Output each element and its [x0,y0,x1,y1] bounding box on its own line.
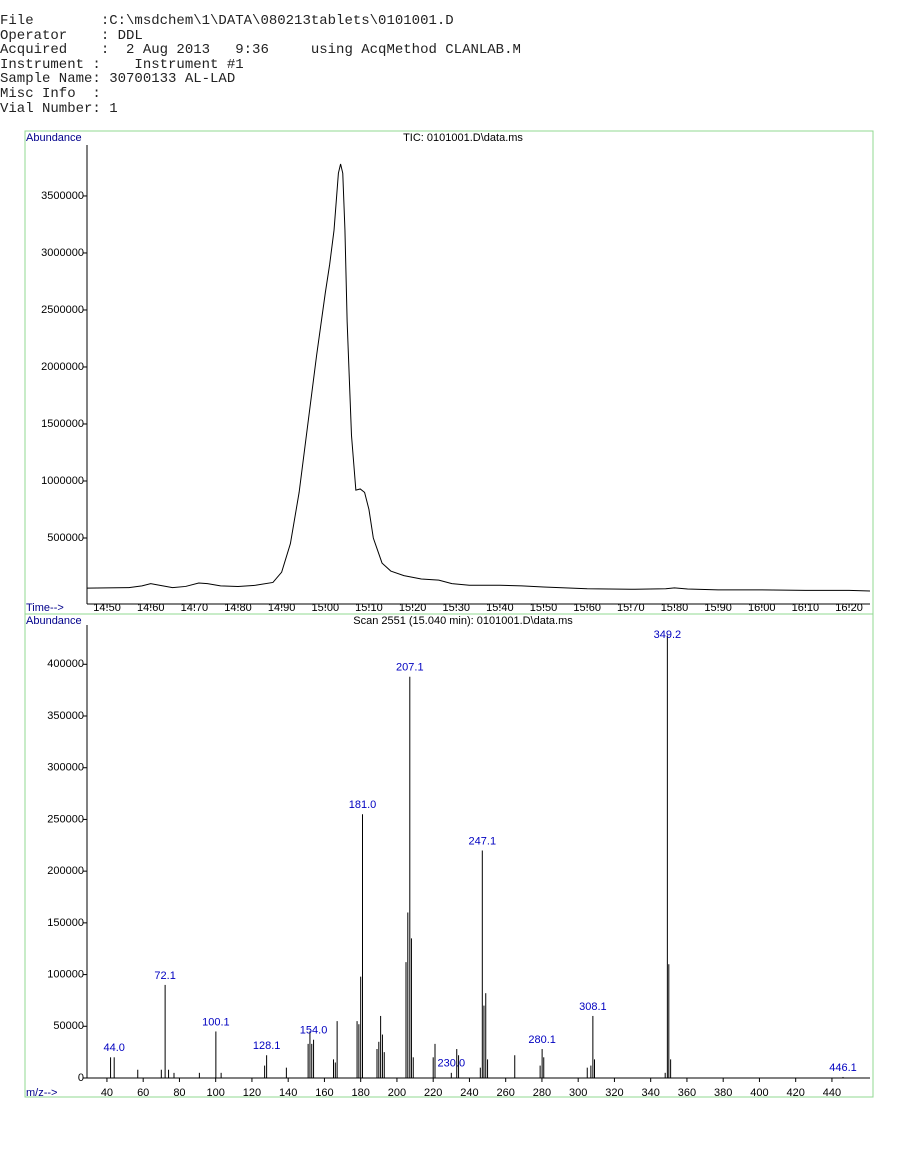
x-tick-label: 380 [714,1087,732,1099]
x-tick-label: 120 [243,1087,261,1099]
y-tick-label: 3500000 [41,190,84,202]
x-tick-label: 80 [173,1087,185,1099]
header-line: Acquired : 2 Aug 2013 9:36 using AcqMeth… [0,42,521,59]
x-tick-label: 440 [823,1087,841,1099]
peak-label: 128.1 [253,1040,281,1052]
y-axis-label: Abundance [26,132,82,144]
x-tick-label: 320 [605,1087,623,1099]
x-tick-label: 60 [137,1087,149,1099]
x-tick-label: 240 [460,1087,478,1099]
x-tick-label: 220 [424,1087,442,1099]
y-tick-label: 200000 [47,865,84,877]
header-line: Instrument : Instrument #1 [0,56,244,73]
y-tick-label: 1000000 [41,475,84,487]
peak-label: 349.2 [654,629,682,641]
header-line: Vial Number: 1 [0,100,118,117]
y-tick-label: 250000 [47,813,84,825]
x-tick-label: 400 [750,1087,768,1099]
x-tick-label: 15.70 [617,602,645,614]
peak-label: 181.0 [349,799,377,811]
chart-frame [24,130,874,615]
chart-frame [24,613,874,1098]
y-tick-label: 150000 [47,917,84,929]
chart-title: Scan 2551 (15.040 min): 0101001.D\data.m… [353,615,573,627]
peak-label: 230.0 [438,1058,466,1070]
peak-label: 308.1 [579,1001,607,1013]
x-tick-label: 15.90 [704,602,732,614]
x-tick-label: 16.20 [835,602,863,614]
x-tick-label: 420 [787,1087,805,1099]
x-tick-label: 200 [388,1087,406,1099]
peak-label: 100.1 [202,1016,230,1028]
peak-label: 44.0 [103,1042,124,1054]
x-tick-label: 160 [315,1087,333,1099]
y-tick-label: 2000000 [41,361,84,373]
y-tick-label: 50000 [53,1020,84,1032]
header-line: Sample Name: 30700133 AL-LAD [0,71,236,88]
x-tick-label: 15.60 [573,602,601,614]
chart-title: TIC: 0101001.D\data.ms [403,132,523,144]
x-tick-label: 260 [497,1087,515,1099]
x-tick-label: 15.10 [355,602,383,614]
x-tick-label: 300 [569,1087,587,1099]
header-line: Misc Info : [0,85,101,102]
y-tick-label: 0 [78,1072,84,1084]
x-tick-label: 14.80 [224,602,252,614]
x-tick-label: 14.50 [93,602,121,614]
y-tick-label: 3000000 [41,247,84,259]
peak-label: 280.1 [528,1034,556,1046]
y-axis-label: Abundance [26,615,82,627]
x-axis-label: m/z--> [26,1087,57,1099]
peak-label: 247.1 [469,835,497,847]
y-tick-label: 1500000 [41,418,84,430]
x-tick-label: 40 [101,1087,113,1099]
header-line: Operator : DDL [0,27,143,44]
x-tick-label: 15.30 [442,602,470,614]
peak-label: 72.1 [154,970,175,982]
x-tick-label: 15.50 [530,602,558,614]
peak-label: 446.1 [829,1062,857,1074]
y-tick-label: 500000 [47,532,84,544]
x-axis-label: Time--> [26,602,64,614]
tic-line [86,163,871,592]
x-tick-label: 15.00 [312,602,340,614]
y-tick-label: 350000 [47,710,84,722]
x-tick-label: 140 [279,1087,297,1099]
y-tick-label: 2500000 [41,304,84,316]
x-tick-label: 15.20 [399,602,427,614]
x-tick-label: 180 [352,1087,370,1099]
x-tick-label: 360 [678,1087,696,1099]
header-line: File :C:\msdchem\1\DATA\080213tablets\01… [0,13,454,29]
x-tick-label: 340 [642,1087,660,1099]
report-header: File :C:\msdchem\1\DATA\080213tablets\01… [0,14,521,116]
peak-label: 207.1 [396,662,424,674]
x-tick-label: 100 [207,1087,225,1099]
x-tick-label: 16.10 [792,602,820,614]
y-tick-label: 100000 [47,968,84,980]
x-tick-label: 15.40 [486,602,514,614]
x-tick-label: 14.90 [268,602,296,614]
x-tick-label: 280 [533,1087,551,1099]
y-tick-label: 400000 [47,658,84,670]
x-tick-label: 14.70 [181,602,209,614]
peak-label: 154.0 [300,1025,328,1037]
y-tick-label: 300000 [47,762,84,774]
x-tick-label: 14.60 [137,602,165,614]
x-tick-label: 15.80 [661,602,689,614]
x-tick-label: 16.00 [748,602,776,614]
